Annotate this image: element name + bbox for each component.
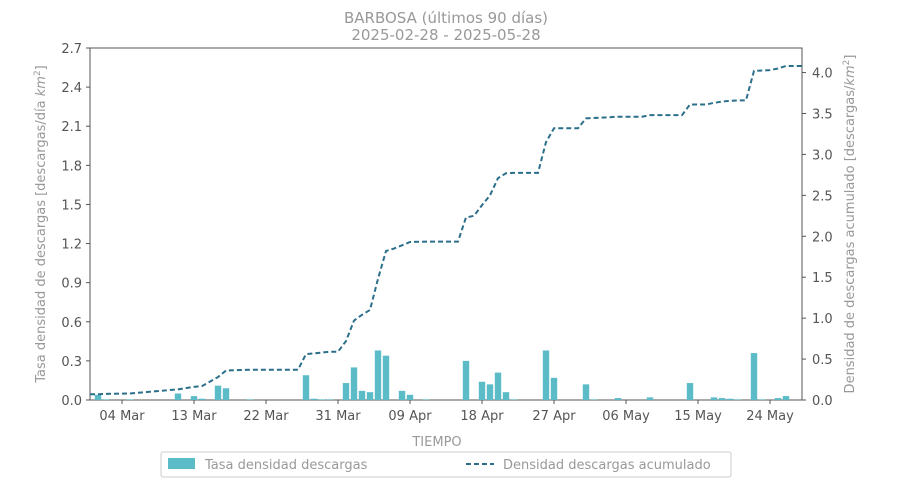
x-tick-label: 04 Mar bbox=[99, 409, 145, 424]
right-y-tick-label: 2.0 bbox=[812, 230, 833, 245]
bar bbox=[550, 377, 558, 400]
bar bbox=[94, 394, 102, 400]
bar bbox=[478, 381, 486, 400]
legend: Tasa densidad descargas Densidad descarg… bbox=[160, 451, 732, 478]
bar bbox=[326, 399, 334, 400]
left-y-tick-label: 0.3 bbox=[61, 355, 82, 370]
bar-series bbox=[94, 350, 790, 400]
bar bbox=[358, 390, 366, 400]
x-tick-label: 06 May bbox=[602, 409, 650, 424]
left-y-tick-label: 1.5 bbox=[61, 198, 82, 213]
bar bbox=[174, 393, 182, 400]
cumulative-line-series bbox=[90, 65, 802, 396]
right-y-tick-label: 0.0 bbox=[812, 394, 833, 409]
bar bbox=[310, 398, 318, 400]
bar bbox=[302, 375, 310, 400]
right-y-tick-label: 2.5 bbox=[812, 189, 833, 204]
bar bbox=[542, 350, 550, 400]
bar bbox=[734, 399, 742, 400]
x-tick-label: 15 May bbox=[674, 409, 722, 424]
right-y-axis-label: Densidad de descargas acumulado [descarg… bbox=[842, 55, 858, 394]
left-y-axis-ticks: 0.0 0.3 0.6 0.9 1.2 1.5 1.8 2.1 2.4 2.7 bbox=[61, 42, 90, 409]
cumulative-line bbox=[90, 65, 802, 396]
right-y-axis-ticks: 0.0 0.5 1.0 1.5 2.0 2.5 3.0 3.5 4.0 bbox=[802, 67, 833, 409]
bar bbox=[350, 367, 358, 400]
left-y-tick-label: 2.4 bbox=[61, 81, 82, 96]
bar bbox=[502, 392, 510, 400]
x-tick-label: 13 Mar bbox=[171, 409, 217, 424]
right-y-tick-label: 3.0 bbox=[812, 148, 833, 163]
bar bbox=[246, 399, 254, 400]
bar bbox=[782, 396, 790, 400]
plot-area-frame bbox=[89, 47, 803, 401]
left-y-tick-label: 0.9 bbox=[61, 277, 82, 292]
bar bbox=[582, 384, 590, 400]
bar bbox=[342, 383, 350, 400]
bar bbox=[646, 397, 654, 400]
bar bbox=[102, 399, 110, 400]
x-axis-ticks: 04 Mar 13 Mar 22 Mar 31 Mar 09 Apr 18 Apr 27 A… bbox=[99, 400, 794, 424]
right-y-tick-label: 1.0 bbox=[812, 312, 833, 327]
bar bbox=[686, 383, 694, 400]
bar bbox=[406, 394, 414, 400]
right-y-tick-label: 1.5 bbox=[812, 271, 833, 286]
bar bbox=[214, 385, 222, 400]
bar bbox=[494, 372, 502, 400]
left-y-tick-label: 1.2 bbox=[61, 238, 82, 253]
x-tick-label: 31 Mar bbox=[315, 409, 361, 424]
bar bbox=[710, 397, 718, 400]
bar bbox=[382, 355, 390, 400]
x-tick-label: 18 Apr bbox=[460, 409, 504, 424]
left-y-tick-label: 0.0 bbox=[61, 394, 82, 409]
bar bbox=[590, 399, 598, 400]
bar bbox=[774, 398, 782, 400]
bar bbox=[222, 388, 230, 400]
bar bbox=[198, 398, 206, 400]
left-y-tick-label: 2.7 bbox=[61, 42, 82, 57]
bar bbox=[374, 350, 382, 400]
x-tick-label: 24 May bbox=[746, 409, 794, 424]
right-y-tick-label: 3.5 bbox=[812, 107, 833, 122]
bar bbox=[750, 353, 758, 400]
bar bbox=[318, 399, 326, 400]
bar bbox=[462, 360, 470, 400]
left-y-tick-label: 2.1 bbox=[61, 120, 82, 135]
legend-frame bbox=[160, 451, 732, 478]
bar bbox=[366, 392, 374, 400]
x-tick-label: 09 Apr bbox=[388, 409, 432, 424]
bar bbox=[398, 390, 406, 400]
bar bbox=[510, 399, 518, 400]
legend-line-label: Densidad descargas acumulado bbox=[503, 458, 711, 473]
bar bbox=[126, 399, 134, 400]
bar bbox=[486, 384, 494, 400]
right-y-tick-label: 4.0 bbox=[812, 67, 833, 82]
x-tick-label: 27 Apr bbox=[532, 409, 576, 424]
left-y-tick-label: 1.8 bbox=[61, 159, 82, 174]
chart-subtitle: 2025-02-28 - 2025-05-28 bbox=[351, 26, 540, 44]
x-axis-label: TIEMPO bbox=[411, 435, 461, 450]
bar bbox=[718, 398, 726, 400]
right-y-tick-label: 0.5 bbox=[812, 353, 833, 368]
left-y-axis-label: Tasa densidad de descargas [descargas/dí… bbox=[33, 65, 49, 384]
left-y-tick-label: 0.6 bbox=[61, 316, 82, 331]
bar bbox=[758, 399, 766, 400]
x-tick-label: 22 Mar bbox=[243, 409, 289, 424]
bar bbox=[726, 398, 734, 400]
bar bbox=[422, 399, 430, 400]
legend-bar-label: Tasa densidad descargas bbox=[204, 458, 368, 473]
bar bbox=[614, 398, 622, 400]
legend-bar-swatch bbox=[168, 458, 195, 469]
bar bbox=[190, 396, 198, 400]
chart-title: BARBOSA (últimos 90 días) bbox=[344, 9, 548, 27]
